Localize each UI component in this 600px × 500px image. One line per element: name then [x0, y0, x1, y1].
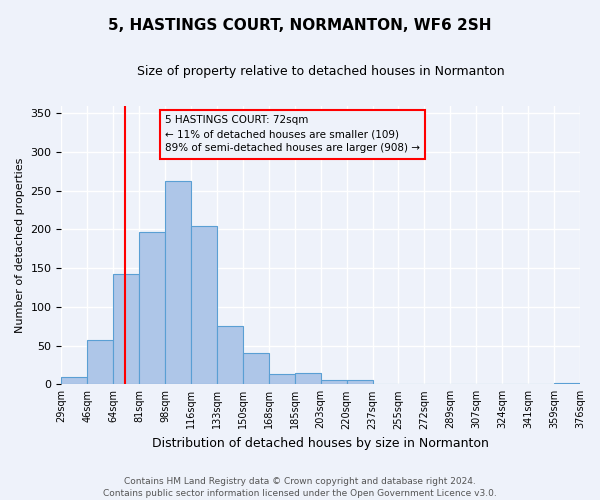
Bar	[269, 374, 295, 384]
Bar	[243, 352, 269, 384]
Y-axis label: Number of detached properties: Number of detached properties	[15, 157, 25, 332]
Bar	[61, 376, 88, 384]
Text: Contains HM Land Registry data © Crown copyright and database right 2024.
Contai: Contains HM Land Registry data © Crown c…	[103, 476, 497, 498]
Bar	[554, 383, 580, 384]
Bar	[295, 374, 321, 384]
Bar	[88, 340, 113, 384]
Bar	[217, 326, 243, 384]
Bar	[321, 380, 347, 384]
Text: 5, HASTINGS COURT, NORMANTON, WF6 2SH: 5, HASTINGS COURT, NORMANTON, WF6 2SH	[108, 18, 492, 32]
Bar	[347, 380, 373, 384]
Bar	[165, 182, 191, 384]
Text: 5 HASTINGS COURT: 72sqm
← 11% of detached houses are smaller (109)
89% of semi-d: 5 HASTINGS COURT: 72sqm ← 11% of detache…	[165, 116, 420, 154]
Title: Size of property relative to detached houses in Normanton: Size of property relative to detached ho…	[137, 65, 505, 78]
Bar	[191, 226, 217, 384]
Bar	[139, 232, 165, 384]
Bar	[113, 274, 139, 384]
X-axis label: Distribution of detached houses by size in Normanton: Distribution of detached houses by size …	[152, 437, 489, 450]
